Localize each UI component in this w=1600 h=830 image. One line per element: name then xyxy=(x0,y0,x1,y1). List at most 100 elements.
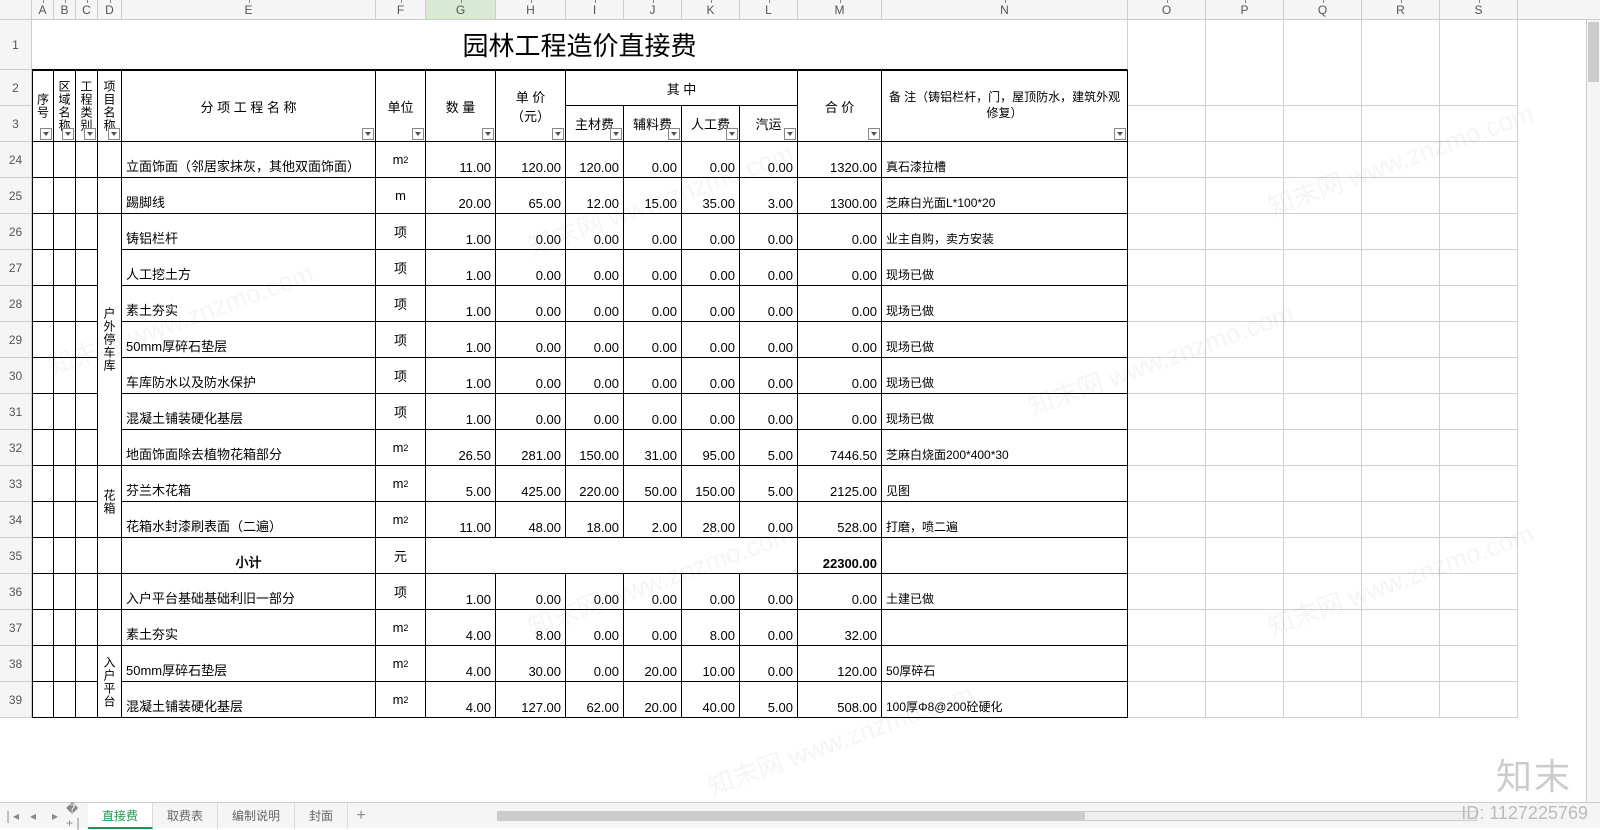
sheet-tab-3[interactable]: 封面 xyxy=(295,803,348,829)
main-29[interactable]: 0.00 xyxy=(566,322,624,358)
trans-29[interactable]: 0.00 xyxy=(740,322,798,358)
qty-25[interactable]: 20.00 xyxy=(426,178,496,214)
cell-C-35[interactable] xyxy=(76,538,98,574)
sheet-tab-0[interactable]: 直接费 xyxy=(88,803,153,829)
cell-D-36[interactable] xyxy=(98,574,122,610)
row-header-34[interactable]: 34 xyxy=(0,502,32,538)
item-name-24[interactable]: 立面饰面（邻居家抹灰，其他双面饰面） xyxy=(122,142,376,178)
note-33[interactable]: 见图 xyxy=(882,466,1128,502)
filter-icon[interactable] xyxy=(784,128,796,140)
unit-28[interactable]: 项 xyxy=(376,286,426,322)
unit-38[interactable]: m2 xyxy=(376,646,426,682)
unit-26[interactable]: 项 xyxy=(376,214,426,250)
column-header-C[interactable]: C xyxy=(76,0,98,19)
labor-28[interactable]: 0.00 xyxy=(682,286,740,322)
cell-B-37[interactable] xyxy=(54,610,76,646)
price-32[interactable]: 281.00 xyxy=(496,430,566,466)
cell-A-38[interactable] xyxy=(32,646,54,682)
hdr-region[interactable]: 区域名称 xyxy=(54,70,76,142)
column-header-K[interactable]: K xyxy=(682,0,740,19)
tab-nav-prev[interactable]: ◂ xyxy=(22,805,44,827)
item-name-39[interactable]: 混凝土铺装硬化基层 xyxy=(122,682,376,718)
row-header-36[interactable]: 36 xyxy=(0,574,32,610)
labor-32[interactable]: 95.00 xyxy=(682,430,740,466)
unit-25[interactable]: m xyxy=(376,178,426,214)
sheet-tab-2[interactable]: 编制说明 xyxy=(218,803,295,829)
total-30[interactable]: 0.00 xyxy=(798,358,882,394)
qty-33[interactable]: 5.00 xyxy=(426,466,496,502)
main-33[interactable]: 220.00 xyxy=(566,466,624,502)
cell-C-39[interactable] xyxy=(76,682,98,718)
labor-27[interactable]: 0.00 xyxy=(682,250,740,286)
total-34[interactable]: 528.00 xyxy=(798,502,882,538)
cell-A-37[interactable] xyxy=(32,610,54,646)
column-header-E[interactable]: E xyxy=(122,0,376,19)
main-32[interactable]: 150.00 xyxy=(566,430,624,466)
cell-C-34[interactable] xyxy=(76,502,98,538)
unit-39[interactable]: m2 xyxy=(376,682,426,718)
qty-27[interactable]: 1.00 xyxy=(426,250,496,286)
cell-A-31[interactable] xyxy=(32,394,54,430)
row-header-26[interactable]: 26 xyxy=(0,214,32,250)
main-36[interactable]: 0.00 xyxy=(566,574,624,610)
aux-32[interactable]: 31.00 xyxy=(624,430,682,466)
note-37[interactable] xyxy=(882,610,1128,646)
filter-icon[interactable] xyxy=(84,128,96,140)
sheet-tab-1[interactable]: 取费表 xyxy=(153,803,218,829)
trans-38[interactable]: 0.00 xyxy=(740,646,798,682)
cell-A-25[interactable] xyxy=(32,178,54,214)
labor-39[interactable]: 40.00 xyxy=(682,682,740,718)
qty-38[interactable]: 4.00 xyxy=(426,646,496,682)
row-header-27[interactable]: 27 xyxy=(0,250,32,286)
trans-32[interactable]: 5.00 xyxy=(740,430,798,466)
subtotal-unit[interactable]: 元 xyxy=(376,538,426,574)
item-name-26[interactable]: 铸铝栏杆 xyxy=(122,214,376,250)
aux-36[interactable]: 0.00 xyxy=(624,574,682,610)
tab-nav-first[interactable]: ❘◂ xyxy=(0,805,22,827)
aux-25[interactable]: 15.00 xyxy=(624,178,682,214)
cell-B-33[interactable] xyxy=(54,466,76,502)
total-26[interactable]: 0.00 xyxy=(798,214,882,250)
tab-nav-last[interactable]: � +❘ xyxy=(66,805,88,827)
main-25[interactable]: 12.00 xyxy=(566,178,624,214)
filter-icon[interactable] xyxy=(668,128,680,140)
row-header-25[interactable]: 25 xyxy=(0,178,32,214)
item-name-36[interactable]: 入户平台基础基础利旧一部分 xyxy=(122,574,376,610)
labor-29[interactable]: 0.00 xyxy=(682,322,740,358)
aux-28[interactable]: 0.00 xyxy=(624,286,682,322)
total-36[interactable]: 0.00 xyxy=(798,574,882,610)
aux-37[interactable]: 0.00 xyxy=(624,610,682,646)
column-header-B[interactable]: B xyxy=(54,0,76,19)
cell-D-35[interactable] xyxy=(98,538,122,574)
unit-24[interactable]: m2 xyxy=(376,142,426,178)
cell-C-27[interactable] xyxy=(76,250,98,286)
trans-36[interactable]: 0.00 xyxy=(740,574,798,610)
column-header-Q[interactable]: Q xyxy=(1284,0,1362,19)
note-31[interactable]: 现场已做 xyxy=(882,394,1128,430)
column-header-D[interactable]: D xyxy=(98,0,122,19)
qty-31[interactable]: 1.00 xyxy=(426,394,496,430)
unit-34[interactable]: m2 xyxy=(376,502,426,538)
hscroll-thumb[interactable] xyxy=(498,812,1085,820)
horizontal-scrollbar[interactable] xyxy=(374,811,1600,821)
cell-C-33[interactable] xyxy=(76,466,98,502)
trans-26[interactable]: 0.00 xyxy=(740,214,798,250)
price-29[interactable]: 0.00 xyxy=(496,322,566,358)
cell-C-31[interactable] xyxy=(76,394,98,430)
cell-B-39[interactable] xyxy=(54,682,76,718)
price-37[interactable]: 8.00 xyxy=(496,610,566,646)
unit-32[interactable]: m2 xyxy=(376,430,426,466)
filter-icon[interactable] xyxy=(1114,128,1126,140)
main-30[interactable]: 0.00 xyxy=(566,358,624,394)
filter-icon[interactable] xyxy=(552,128,564,140)
cell-C-28[interactable] xyxy=(76,286,98,322)
cell-D-25[interactable] xyxy=(98,178,122,214)
cell-A-30[interactable] xyxy=(32,358,54,394)
cell-B-24[interactable] xyxy=(54,142,76,178)
trans-33[interactable]: 5.00 xyxy=(740,466,798,502)
vertical-scrollbar[interactable] xyxy=(1586,20,1600,802)
cell-B-34[interactable] xyxy=(54,502,76,538)
aux-38[interactable]: 20.00 xyxy=(624,646,682,682)
qty-29[interactable]: 1.00 xyxy=(426,322,496,358)
note-30[interactable]: 现场已做 xyxy=(882,358,1128,394)
